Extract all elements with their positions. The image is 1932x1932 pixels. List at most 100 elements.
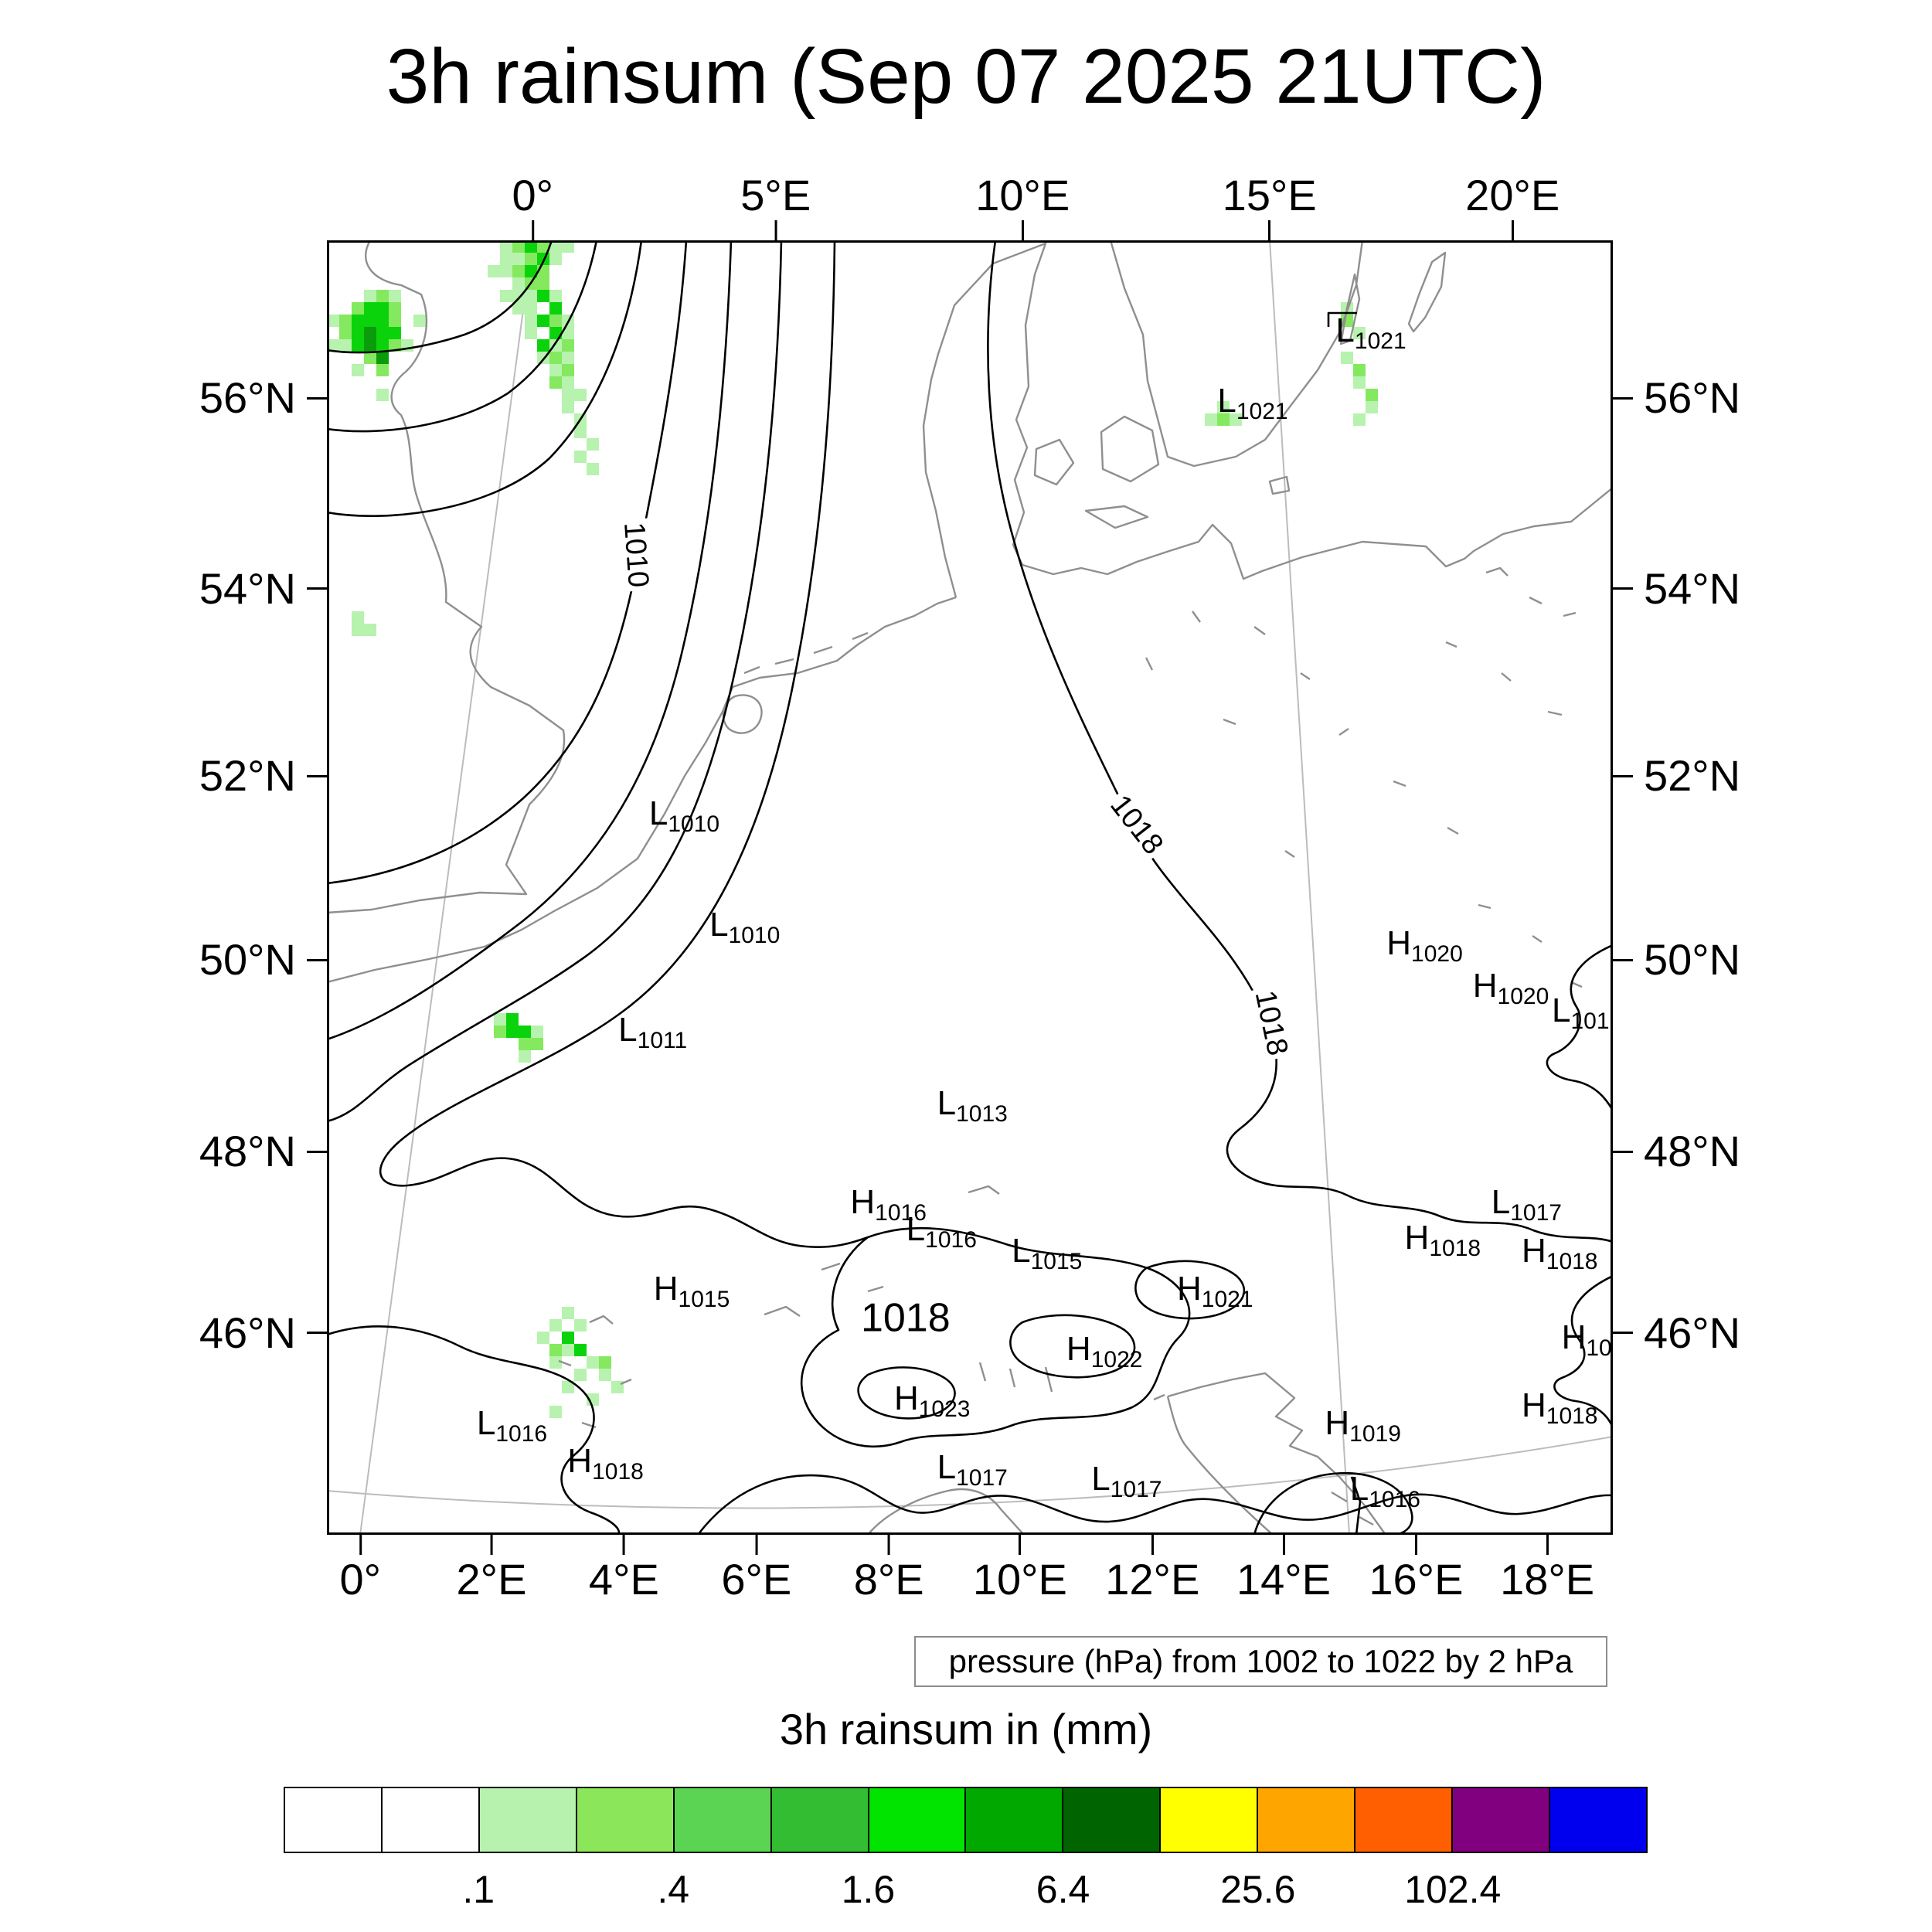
colorbar-cell [1548,1788,1646,1852]
colorbar-cell [770,1788,868,1852]
pressure-center-label: H1023 [894,1382,971,1421]
axis-tick-right: 48°N [1613,1130,1740,1173]
axis-tick-left: 54°N [199,566,327,611]
pressure-center-letter: H [1561,1318,1587,1357]
axis-tick-left: 56°N [199,376,327,420]
axis-tick-bottom: 8°E [854,1535,924,1601]
tick-mark [1151,1535,1154,1555]
axis-tick-label: 5°E [740,171,811,219]
axis-tick-label: 0° [512,171,554,219]
axis-tick-left: 48°N [199,1130,327,1173]
axis-tick-right: 54°N [1613,566,1740,611]
pressure-center-letter: H [1404,1219,1430,1257]
tick-mark [1268,220,1271,240]
axis-tick-label: 48°N [1644,1127,1741,1176]
pressure-center-value: 1018 [592,1458,644,1485]
colorbar-cell [380,1788,478,1852]
tick-mark [307,1150,327,1153]
axis-tick-left: 52°N [199,754,327,798]
axis-tick-bottom: 4°E [589,1535,659,1601]
map-frame [327,240,1613,1535]
axis-left: 56°N 54°N 52°N 50°N 48°N 46°N [157,240,327,1535]
pressure-center-value: 1018 [1546,1403,1598,1429]
colorbar-cell [1354,1788,1452,1852]
pressure-center-value: 1020 [1411,940,1463,967]
colorbar-cell [672,1788,770,1852]
pressure-center-letter: H [1325,1403,1350,1442]
axis-tick-bottom: 18°E [1500,1535,1594,1601]
pressure-center-letter: H [1521,1386,1546,1424]
pressure-caption-box: pressure (hPa) from 1002 to 1022 by 2 hP… [914,1636,1607,1687]
axis-tick-label: 4°E [588,1555,659,1604]
axis-tick-label: 46°N [199,1308,296,1357]
pressure-center-value: 1021 [1236,398,1288,424]
pressure-center-value: 1017 [1510,1199,1563,1226]
axis-tick-label: 52°N [1644,751,1741,801]
pressure-center-letter: H [850,1182,876,1221]
tick-mark [307,587,327,590]
colorbar-tick-label: 25.6 [1220,1868,1296,1911]
tick-mark [1546,1535,1549,1555]
axis-tick-bottom: 14°E [1236,1535,1331,1601]
axis-tick-label: 56°N [199,373,296,423]
pressure-center-label: H1019 [1325,1403,1401,1445]
axis-tick-bottom: 10°E [973,1535,1067,1601]
colorbar-cell [1257,1788,1355,1852]
colorbar-labels: .1 .4 1.6 6.4 25.6 102.4 [284,1870,1648,1917]
tick-mark [1613,1150,1633,1153]
pressure-center-label: L1017 [1091,1461,1162,1501]
axis-tick-label: 12°E [1105,1555,1200,1604]
pressure-centers-layer: L1021 L1021 L1010 L1010 L1011 L1013 H102… [327,240,1613,1535]
pressure-center-label: H1016 [850,1182,927,1224]
pressure-center-letter: L [1349,1470,1369,1509]
axis-tick-label: 50°N [1644,935,1741,985]
axis-tick-label: 20°E [1465,171,1560,219]
tick-mark [1613,774,1633,777]
axis-tick-right: 56°N [1613,376,1740,420]
axis-tick-bottom: 0° [339,1535,381,1601]
pressure-center-letter: L [1335,311,1355,350]
pressure-center-label: H1018 [1561,1318,1613,1360]
axis-tick-bottom: 2°E [457,1535,526,1601]
axis-tick-label: 0° [339,1555,382,1604]
pressure-center-letter: L [709,906,729,944]
pressure-center-label: H1018 [1521,1232,1598,1274]
tick-mark [307,396,327,400]
axis-tick-bottom: 16°E [1369,1535,1463,1601]
pressure-center-letter: H [1521,1232,1546,1270]
pressure-caption-text: pressure (hPa) from 1002 to 1022 by 2 hP… [948,1643,1573,1679]
axis-tick-right: 46°N [1613,1311,1740,1355]
axis-bottom: 0° 2°E 4°E 6°E 8°E 10°E 12°E 14° [327,1535,1613,1601]
pressure-center-letter: L [937,1447,957,1486]
axis-tick-top: 15°E [1223,174,1317,240]
pressure-center-value: 1023 [918,1396,971,1423]
tick-mark [774,220,777,240]
colorbar-title: 3h rainsum in (mm) [779,1705,1153,1753]
tick-mark [359,1535,362,1555]
pressure-center-value: 1013 [956,1101,1008,1128]
pressure-center-value: 1021 [1354,328,1406,355]
pressure-center-value: 1017 [956,1464,1008,1491]
colorbar-tick-label: 102.4 [1404,1868,1502,1911]
pressure-center-label: H1020 [1386,926,1463,965]
axis-tick-label: 6°E [721,1555,792,1604]
pressure-center-value: 1016 [1369,1487,1420,1513]
page-title: 3h rainsum (Sep 07 2025 21UTC) [386,33,1546,120]
tick-mark [1019,1535,1022,1555]
tick-mark [1282,1535,1285,1555]
pressure-center-label: L1016 [906,1209,977,1251]
pressure-center-letter: L [906,1209,926,1248]
pressure-center-label: L1011 [618,1012,687,1052]
tick-mark [1613,1332,1633,1335]
pressure-center-letter: L [1491,1182,1511,1221]
contour-label: 1018 [857,1298,954,1340]
pressure-center-label: L1016 [476,1403,547,1445]
pressure-center-value: 1018 [1546,1249,1598,1275]
axis-tick-label: 18°E [1500,1555,1595,1604]
tick-mark [1414,1535,1417,1555]
axis-tick-right: 50°N [1613,938,1740,981]
tick-mark [531,220,534,240]
pressure-center-letter: L [476,1403,496,1442]
tick-mark [1021,220,1024,240]
